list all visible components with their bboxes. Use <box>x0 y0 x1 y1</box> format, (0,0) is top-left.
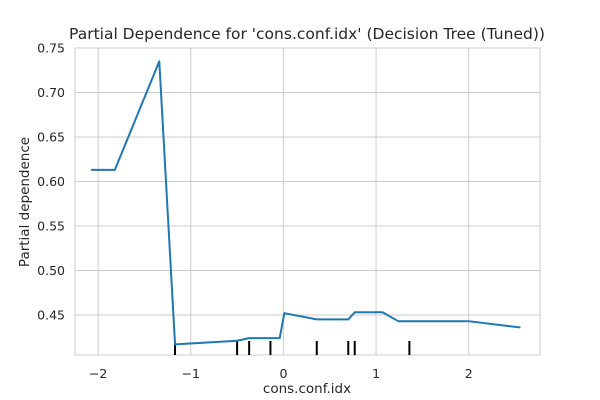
x-tick-label: 2 <box>465 366 473 381</box>
y-tick-label: 0.65 <box>37 129 65 144</box>
y-tick-label: 0.75 <box>37 41 65 56</box>
x-tick-label: 0 <box>279 366 287 381</box>
y-tick-label: 0.45 <box>37 307 65 322</box>
y-tick-label: 0.50 <box>37 263 65 278</box>
partial-dependence-line <box>90 60 521 346</box>
y-axis-label: Partial dependence <box>17 137 33 267</box>
series-group <box>90 60 521 346</box>
x-tick-label: 1 <box>372 366 380 381</box>
y-tick-label: 0.60 <box>37 174 65 189</box>
x-tick-labels: −2 −1 0 1 2 <box>89 366 473 381</box>
y-tick-label: 0.55 <box>37 218 65 233</box>
plot-frame <box>74 47 541 356</box>
x-tick-label: −2 <box>89 366 107 381</box>
x-tick-label: −1 <box>182 366 200 381</box>
y-tick-label: 0.70 <box>37 85 65 100</box>
x-axis-label: cons.conf.idx <box>263 381 351 397</box>
y-tick-labels: 0.45 0.50 0.55 0.60 0.65 0.70 0.75 <box>37 41 65 323</box>
chart-title: Partial Dependence for 'cons.conf.idx' (… <box>69 25 545 43</box>
